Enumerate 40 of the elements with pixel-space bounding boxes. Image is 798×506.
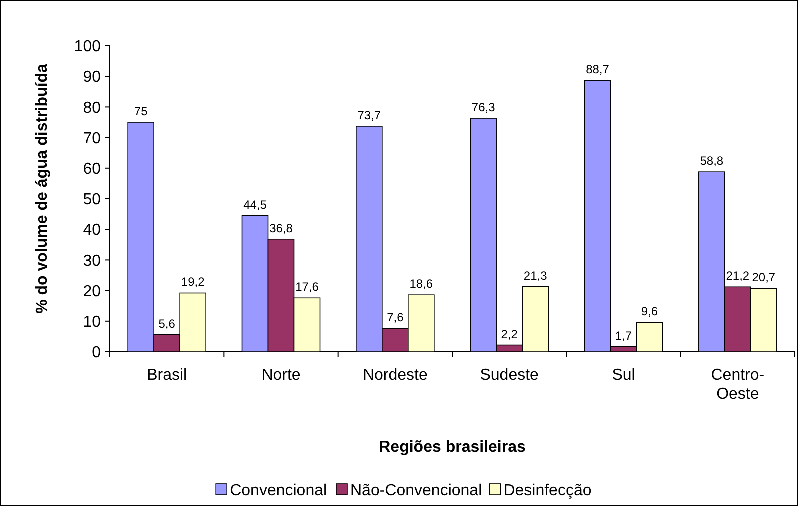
data-label: 58,8 bbox=[700, 154, 724, 168]
data-label: 19,2 bbox=[181, 275, 206, 290]
y-tick-label: 0 bbox=[92, 344, 102, 362]
data-label: 2,2 bbox=[501, 327, 518, 342]
data-label: 73,7 bbox=[358, 108, 382, 122]
y-tick-label: 60 bbox=[83, 161, 102, 178]
y-tick-label: 80 bbox=[83, 100, 102, 117]
y-axis-title: % do volume de água distribuída bbox=[34, 64, 51, 314]
data-label: 20,7 bbox=[752, 270, 776, 285]
x-tick-label: Norte bbox=[262, 367, 301, 384]
data-label: 5,6 bbox=[158, 316, 176, 331]
legend-label: Não-Convencional bbox=[350, 482, 482, 500]
x-tick-label: Sudeste bbox=[480, 367, 540, 384]
legend-label: Desinfecção bbox=[504, 482, 592, 500]
legend-label: Convencional bbox=[230, 482, 328, 500]
x-tick-label: Centro-Oeste bbox=[711, 367, 765, 403]
data-label: 9,6 bbox=[641, 304, 658, 319]
data-label: 1,7 bbox=[615, 328, 632, 343]
y-tick-label: 70 bbox=[83, 130, 102, 148]
y-tick-label: 40 bbox=[83, 222, 102, 240]
x-tick-label: Brasil bbox=[147, 367, 188, 384]
y-tick-label: 10 bbox=[83, 314, 102, 331]
data-label: 7,6 bbox=[387, 310, 404, 325]
data-label: 18,6 bbox=[410, 277, 434, 292]
y-tick-label: 30 bbox=[83, 252, 102, 270]
data-label: 21,2 bbox=[726, 269, 750, 284]
data-label: 36,8 bbox=[270, 221, 294, 236]
data-label: 21,3 bbox=[524, 268, 548, 283]
data-label: 88,7 bbox=[586, 62, 610, 77]
data-label: 75 bbox=[134, 104, 148, 118]
data-label: 17,6 bbox=[296, 280, 320, 294]
x-axis-title: Regiões brasileiras bbox=[379, 439, 526, 456]
y-tick-label: 100 bbox=[74, 38, 102, 56]
x-tick-label: Sul bbox=[612, 367, 636, 384]
data-label: 76,3 bbox=[472, 100, 496, 115]
x-tick-label: Nordeste bbox=[362, 367, 428, 384]
data-label: 44,5 bbox=[244, 198, 268, 212]
y-tick-label: 50 bbox=[83, 192, 102, 209]
y-tick-label: 90 bbox=[83, 69, 102, 86]
y-tick-label: 20 bbox=[83, 283, 102, 300]
